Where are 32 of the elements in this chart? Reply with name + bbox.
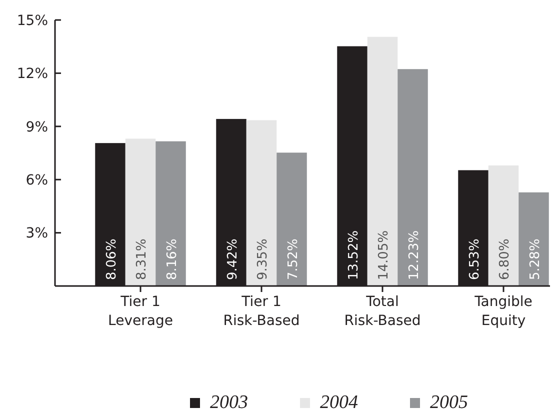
y-tick-label: 15% xyxy=(16,12,48,29)
bar xyxy=(488,165,519,286)
data-label: 6.80% xyxy=(498,238,512,280)
bar xyxy=(398,69,428,286)
x-tick-label: Tier 1 Risk-Based xyxy=(223,294,300,329)
data-label: 5.28% xyxy=(528,238,543,280)
data-label: 13.52% xyxy=(346,230,362,280)
data-label: 9.35% xyxy=(256,238,270,280)
data-label: 14.05% xyxy=(376,230,392,280)
data-label: 6.53% xyxy=(467,238,482,280)
data-label: 9.42% xyxy=(225,238,240,280)
bar xyxy=(518,192,549,286)
x-tick-label: Total Risk-Based xyxy=(344,294,421,329)
y-tick-label: 9% xyxy=(26,119,48,136)
bar xyxy=(367,36,398,286)
legend-label: 2005 xyxy=(430,392,468,413)
bar xyxy=(276,152,307,286)
legend-label: 2003 xyxy=(210,392,248,413)
data-label: 12.23% xyxy=(406,230,422,280)
legend-label: 2004 xyxy=(320,392,358,413)
y-tick-label: 6% xyxy=(26,172,48,188)
y-tick-label: 12% xyxy=(16,66,48,82)
data-label: 7.52% xyxy=(286,238,301,280)
data-label: 8.06% xyxy=(104,238,120,280)
x-tick-label: Tier 1 Leverage xyxy=(108,294,173,329)
bar xyxy=(125,138,156,286)
data-label: 8.31% xyxy=(134,238,150,280)
x-tick-label: Tangible Equity xyxy=(474,294,532,329)
data-label: 8.16% xyxy=(164,238,180,280)
bar xyxy=(246,120,277,286)
y-tick-label: 3% xyxy=(26,226,48,242)
bar xyxy=(156,141,186,286)
